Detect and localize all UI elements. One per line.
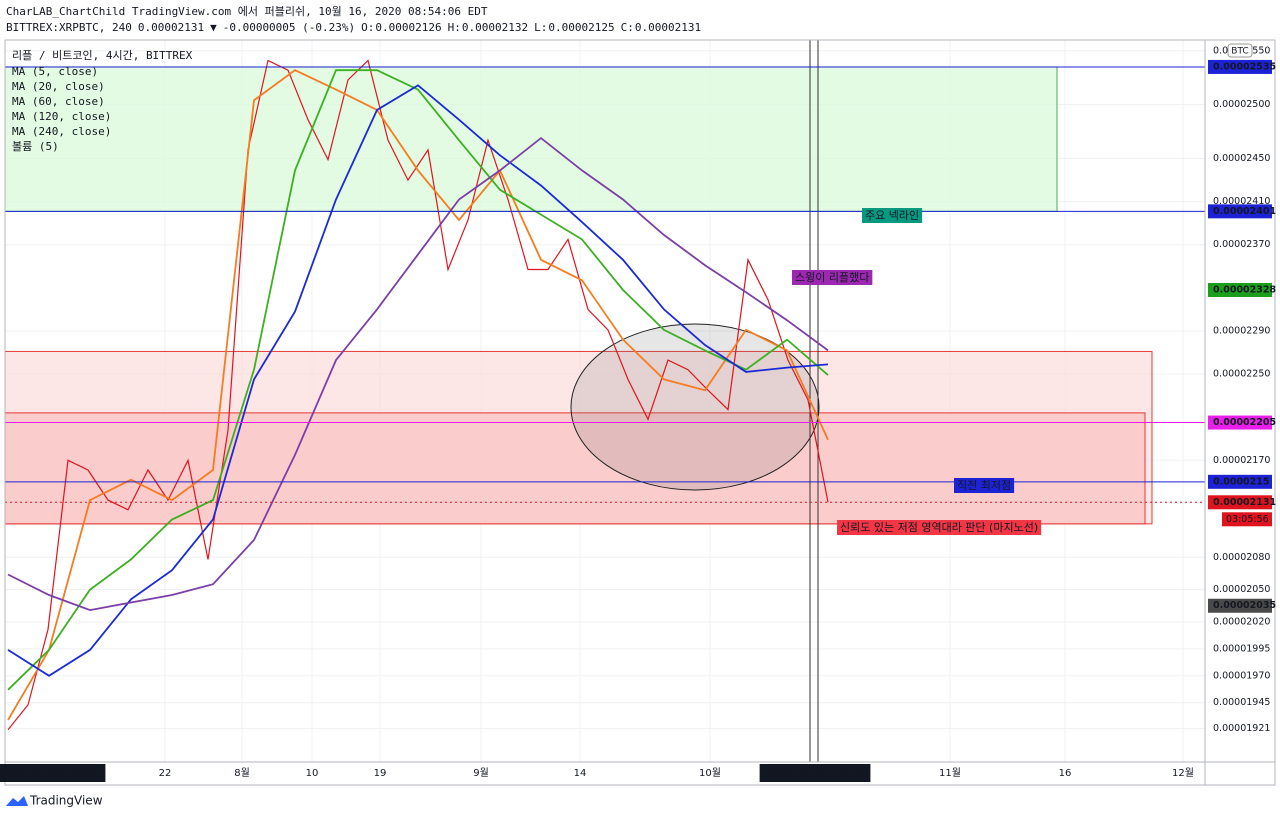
- publisher: CharLAB_ChartChild TradingView.com 에서 퍼블…: [6, 5, 488, 18]
- y-tick-label: 0.00002080: [1213, 552, 1270, 563]
- legend-item: MA (5, close): [12, 65, 98, 78]
- ma-line: [7, 136, 829, 612]
- price-tag: [1208, 495, 1272, 510]
- time-label: 8월: [234, 767, 250, 779]
- time-label: 22: [159, 768, 172, 779]
- y-tick-label: 0.00002170: [1213, 455, 1270, 466]
- ma-line: [7, 69, 829, 691]
- header-field: BITTREX:XRPBTC, 240: [6, 21, 132, 34]
- legend-item: MA (60, close): [12, 95, 105, 108]
- y-tick-label: 0.00001945: [1213, 697, 1270, 708]
- y-tick-label: 0.00002250: [1213, 369, 1270, 380]
- zone: [4, 66, 1058, 212]
- ohlc-value: 0.00002126: [375, 21, 441, 34]
- annotation-bg: [954, 478, 1015, 493]
- time-label: 19: [374, 768, 387, 779]
- ma-line: [7, 69, 829, 721]
- annotation: 신뢰도 있는 저점 영역대라 판단 (마지노선): [840, 521, 1038, 534]
- price-tag: [1208, 415, 1272, 430]
- zone: [4, 412, 1146, 525]
- brand: TradingView: [29, 794, 103, 808]
- currency-badge-bg: [1227, 43, 1253, 58]
- annotation: 주요 넥라인: [865, 209, 919, 222]
- y-tick-label: 0.00002020: [1213, 616, 1270, 627]
- time-label: 10: [306, 768, 319, 779]
- y-tick-label: 0.00002050: [1213, 584, 1270, 595]
- time-label-bg: [0, 764, 106, 782]
- y-tick-label: 0.00002500: [1213, 99, 1270, 110]
- ohlc-label: L:: [534, 21, 547, 34]
- time-label: 11월: [939, 767, 961, 779]
- ohlc-label: C:: [621, 21, 634, 34]
- price-tag: [1208, 474, 1272, 489]
- y-tick-label: 0.00002370: [1213, 239, 1270, 250]
- header: CharLAB_ChartChild TradingView.com 에서 퍼블…: [6, 5, 701, 34]
- legend-item: 볼륨 (5): [12, 140, 59, 153]
- countdown: 03:05:56: [1226, 514, 1269, 525]
- pattern-ellipse: [570, 323, 820, 491]
- price-tag-label: 0.00002535: [1213, 61, 1276, 72]
- time-label: 10월: [699, 767, 721, 779]
- footer: TradingView: [6, 794, 103, 808]
- ohlc-label: O:: [361, 21, 374, 34]
- header-field: -0.00000005 (-0.23%): [223, 21, 355, 34]
- price-tag-label: 0.0000215: [1213, 476, 1270, 487]
- ma-line: [7, 84, 829, 677]
- header-field: 0.00002131: [138, 21, 204, 34]
- header-field: ▼: [210, 21, 217, 34]
- y-tick-label: 0.00002290: [1213, 325, 1270, 336]
- y-tick-label: 0.00002410: [1213, 196, 1270, 207]
- price-tag-label: 0.00002401: [1213, 206, 1276, 217]
- time-label: 14: [574, 768, 587, 779]
- legend: 리플 / 비트코인, 4시간, BITTREX MA (5, close) MA (…: [12, 49, 193, 153]
- annotation: 직전 최저점: [957, 479, 1011, 492]
- y-tick-label: 0.00001921: [1213, 723, 1270, 734]
- y-tick-label: 0.00001995: [1213, 643, 1270, 654]
- legend-item: MA (240, close): [12, 125, 111, 138]
- logo: [6, 796, 28, 806]
- time-label: 12월: [1172, 767, 1194, 779]
- annotation: 스윙이 리플했다: [795, 271, 869, 284]
- legend-item: MA (120, close): [12, 110, 111, 123]
- price-tag-label: 0.00002035: [1213, 600, 1276, 611]
- price-tag-label: 0.00002131: [1213, 497, 1276, 508]
- currency-badge: BTC: [1231, 47, 1248, 57]
- time-label: 9월: [473, 767, 489, 779]
- time-label: 16: [1059, 768, 1072, 779]
- countdown-bg: [1222, 512, 1272, 527]
- y-tick-label: 0.00001970: [1213, 670, 1270, 681]
- ohlc-value: 0.00002132: [462, 21, 528, 34]
- ohlc-value: 0.00002131: [635, 21, 701, 34]
- annotation-bg: [862, 208, 923, 223]
- price-line: [7, 59, 829, 731]
- annotation-bg: [792, 270, 873, 285]
- price-tag: [1208, 204, 1272, 219]
- price-tag: [1208, 598, 1272, 613]
- price-tag: [1208, 59, 1272, 74]
- time-label-bg: [759, 764, 871, 782]
- legend-item: MA (20, close): [12, 80, 105, 93]
- ohlc-label: H:: [448, 21, 461, 34]
- price-tag-label: 0.00002205: [1213, 417, 1276, 428]
- time-label: 2019-10-25 20:00: [0, 768, 101, 779]
- chart-frame: [4, 39, 1276, 786]
- price-tag: [1208, 283, 1272, 298]
- ohlc-value: 0.00002125: [548, 21, 614, 34]
- legend-title: 리플 / 비트코인, 4시간, BITTREX: [12, 49, 193, 62]
- price-tag-label: 0.00002328: [1213, 285, 1276, 296]
- y-tick-label: 0.00002450: [1213, 153, 1270, 164]
- time-label: 2020-10-14 20:00: [764, 768, 867, 779]
- annotation-bg: [837, 520, 1042, 535]
